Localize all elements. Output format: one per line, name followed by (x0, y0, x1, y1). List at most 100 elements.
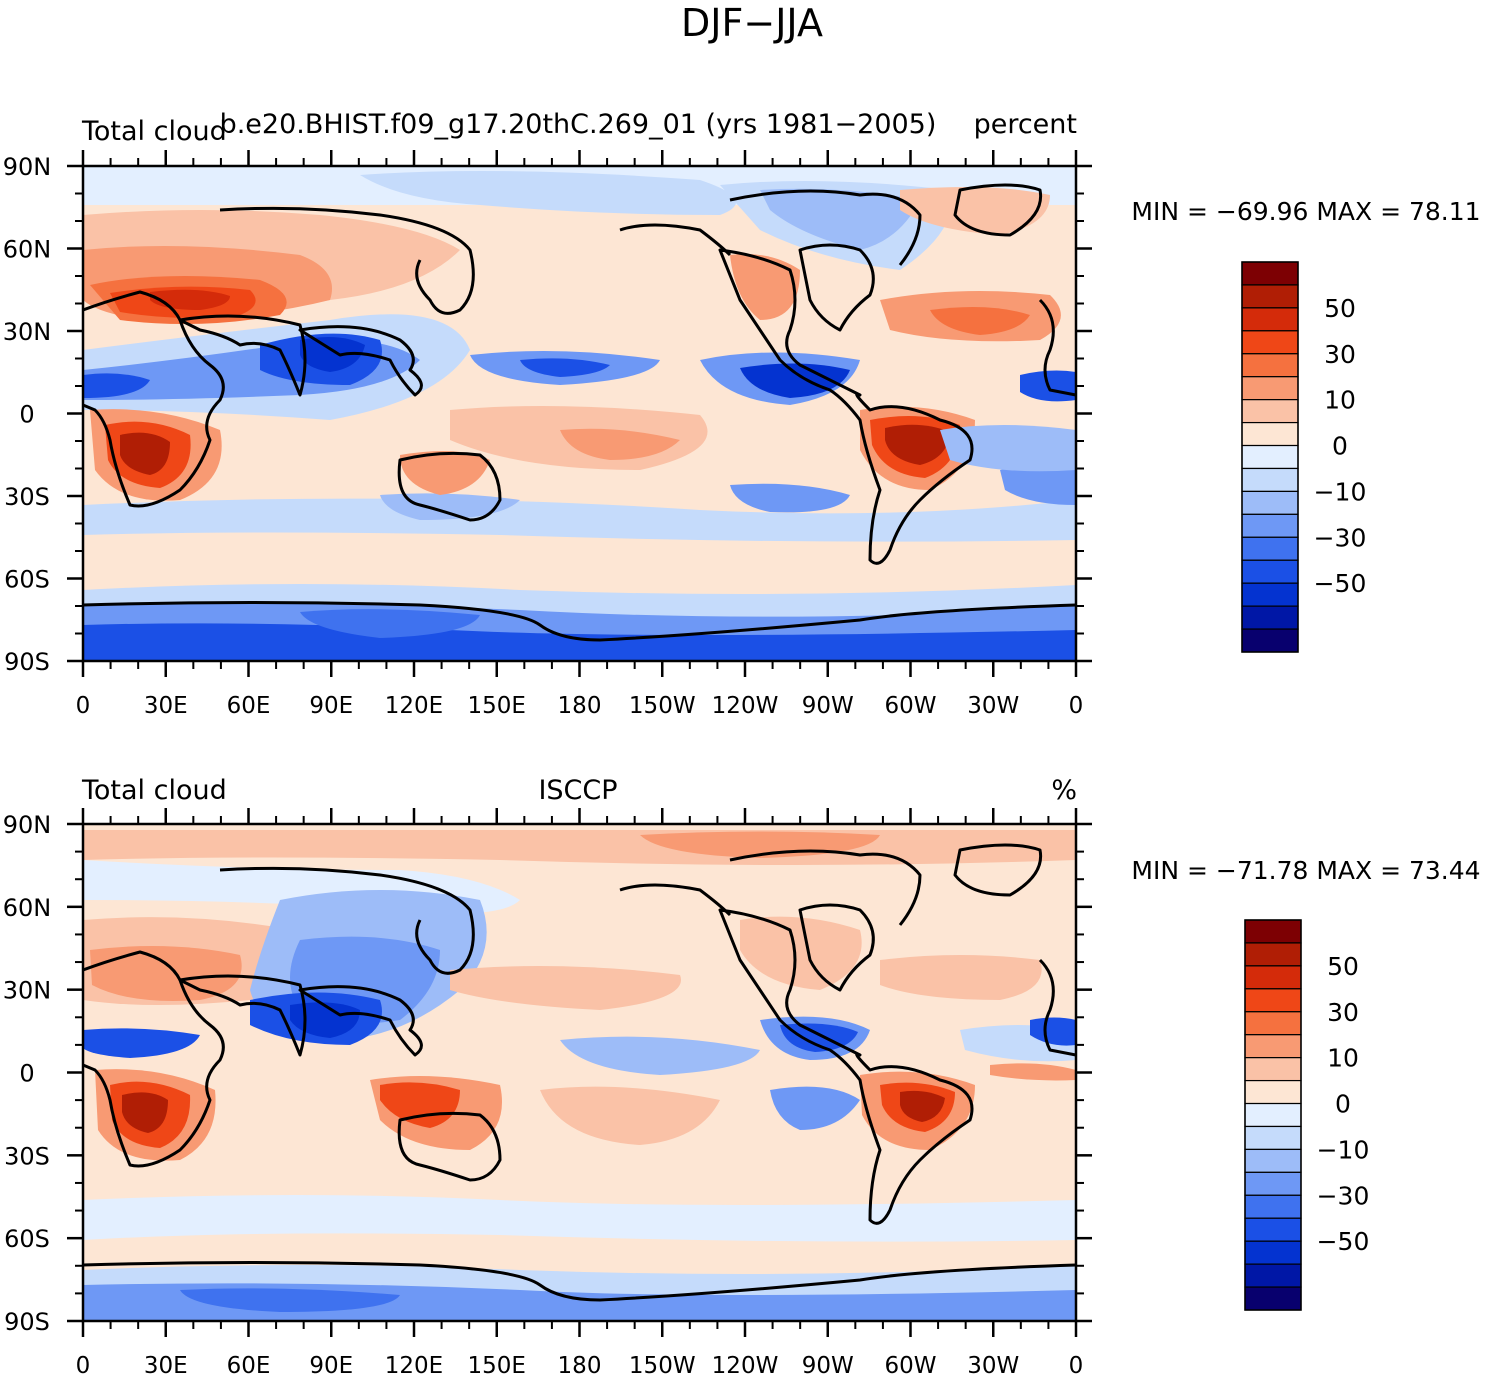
panel-isccp-colorbar-swatch (1244, 965, 1302, 990)
panel-model-lat-label: 60N (3, 236, 52, 264)
panel-model-colorbar-swatch (1241, 490, 1299, 515)
panel-model-lon-label: 120E (385, 693, 443, 719)
panel-model-lat-label: 0 (19, 401, 34, 429)
panel-isccp-lon-label: 60W (884, 1353, 936, 1376)
panel-model-colorbar-swatch (1241, 330, 1299, 355)
panel-model-lon-label: 150W (629, 693, 696, 719)
panel-isccp-lon-label: 0 (76, 1353, 91, 1376)
panel-model-colorbar-label: −30 (1314, 523, 1367, 552)
panel-model-lat-label: 90N (3, 153, 52, 181)
panel-model-lon-label: 120W (712, 693, 779, 719)
panel-isccp-colorbar-swatch (1244, 1125, 1302, 1151)
panel-model-lon-label: 90E (309, 693, 353, 719)
panel-isccp-right-title: % (1051, 775, 1077, 806)
panel-isccp-min-max: MIN = −71.78 MAX = 73.44 (1131, 856, 1480, 885)
panel-isccp-colorbar-outline (1244, 919, 1302, 1311)
panel-model-colorbar-swatch (1241, 582, 1299, 607)
panel-isccp-center-title: ISCCP (538, 775, 617, 806)
panel-model-colorbar-swatch (1241, 444, 1299, 470)
panel-model-colorbar-label: −10 (1314, 477, 1367, 506)
panel-isccp-colorbar-swatch (1244, 1057, 1302, 1082)
panel-isccp-lat-label: 30S (4, 1142, 50, 1170)
panel-isccp-lon-label: 0 (1069, 1353, 1084, 1376)
panel-isccp-colorbar-swatch (1244, 1102, 1302, 1128)
panel-model-coastlines (83, 183, 1076, 642)
panel-model-lon-label: 60W (884, 693, 936, 719)
panel-model-colorbar-swatch (1241, 376, 1299, 401)
panel-isccp-lon-label: 180 (558, 1353, 602, 1376)
panel-model-contour-map (83, 166, 1076, 661)
panel-model-colorbar: 50 30 10 0 −10 −30 −50 (1241, 261, 1367, 653)
panel-model-left-title: Total cloud (81, 116, 227, 147)
panel-isccp-colorbar-label: −10 (1317, 1135, 1370, 1164)
panel-model-lat-label: 90S (4, 648, 50, 676)
panel-isccp-left-title: Total cloud (81, 775, 227, 806)
panel-model-colorbar-swatch (1241, 628, 1299, 653)
panel-isccp-lon-label: 30W (967, 1353, 1019, 1376)
panel-model-colorbar-swatch (1241, 261, 1299, 286)
panel-model-colorbar-swatch (1241, 399, 1299, 424)
panel-isccp-colorbar-swatch (1244, 1217, 1302, 1242)
panel-isccp-coastlines (83, 843, 1076, 1302)
panel-isccp-colorbar: 50 30 10 0 −10 −30 −50 (1244, 919, 1370, 1311)
panel-model-lon-label: 60E (227, 693, 271, 719)
panel-isccp-lon-label: 90E (309, 1353, 353, 1376)
panel-isccp-colorbar-swatch (1244, 1171, 1302, 1196)
panel-isccp-lat-label: 60N (3, 894, 52, 922)
panel-isccp-colorbar-swatch (1244, 1079, 1302, 1105)
panel-model-colorbar-swatch (1241, 284, 1299, 309)
panel-model-colorbar-label: 50 (1324, 294, 1356, 323)
panel-isccp-lat-label: 0 (19, 1060, 34, 1088)
panel-isccp-lon-label: 150W (629, 1353, 696, 1376)
panel-isccp-contour-map (83, 824, 1076, 1321)
panel-isccp-colorbar-swatch (1244, 988, 1302, 1013)
panel-model-colorbar-label: −50 (1314, 569, 1367, 598)
panel-isccp-lon-label: 120W (712, 1353, 779, 1376)
panel-model-colorbar-swatch (1241, 467, 1299, 493)
panel-isccp-lon-label: 90W (802, 1353, 854, 1376)
panel-isccp-colorbar-swatch (1244, 1011, 1302, 1036)
panel-isccp-lat-label: 90S (4, 1308, 50, 1336)
panel-model-colorbar-label: 30 (1324, 340, 1356, 369)
panel-isccp-colorbar-swatch (1244, 1240, 1302, 1265)
panel-isccp-lat-label: 30N (3, 977, 52, 1005)
panel-isccp-colorbar-swatch (1244, 1286, 1302, 1311)
panel-model-lon-label: 0 (76, 693, 91, 719)
panel-model-colorbar-label: 0 (1332, 432, 1348, 461)
panel-isccp-colorbar-label: 10 (1327, 1044, 1359, 1073)
panel-isccp-colorbar-label: 50 (1327, 952, 1359, 981)
main-title: DJF−JJA (681, 1, 823, 45)
panel-isccp-colorbar-label: 30 (1327, 998, 1359, 1027)
panel-model-lat-label: 60S (4, 566, 50, 594)
panel-isccp-lon-label: 60E (227, 1353, 271, 1376)
panel-model-lon-label: 150E (468, 693, 526, 719)
panel-model-colorbar-swatch (1241, 307, 1299, 332)
panel-isccp-lon-label: 120E (385, 1353, 443, 1376)
panel-model-lon-label: 90W (802, 693, 854, 719)
panel-isccp-lon-label: 150E (468, 1353, 526, 1376)
panel-model-right-title: percent (974, 109, 1077, 140)
panel-isccp-colorbar-swatch (1244, 1194, 1302, 1219)
panel-model-axes: 90N 60N 30N 0 30S 60S 90S 0 30E 60E 90E 120E 150E 180… (3, 150, 1092, 719)
panel-isccp-lat-label: 60S (4, 1225, 50, 1253)
panel-isccp-colorbar-swatch (1244, 919, 1302, 944)
panel-isccp-colorbar-label: −30 (1317, 1181, 1370, 1210)
panel-isccp-colorbar-swatch (1244, 1148, 1302, 1173)
panel-model-colorbar-label: 10 (1324, 386, 1356, 415)
panel-model-colorbar-swatch (1241, 559, 1299, 584)
panel-isccp-lon-label: 30E (144, 1353, 188, 1376)
panel-model-lat-label: 30S (4, 483, 50, 511)
panel-isccp-colorbar-label: −50 (1317, 1227, 1370, 1256)
panel-model-lat-label: 30N (3, 318, 52, 346)
panel-model-colorbar-swatch (1241, 605, 1299, 630)
panel-model-min-max: MIN = −69.96 MAX = 78.11 (1131, 197, 1480, 226)
panel-model-lon-label: 30E (144, 693, 188, 719)
panel-model-lon-label: 180 (558, 693, 602, 719)
panel-isccp-colorbar-swatch (1244, 942, 1302, 967)
panel-model: Total cloud b.e20.BHIST.f09_g17.20thC.26… (3, 109, 1481, 719)
panel-model-colorbar-swatch (1241, 421, 1299, 447)
panel-model-colorbar-outline (1241, 261, 1299, 653)
panel-isccp-colorbar-swatch (1244, 1263, 1302, 1288)
panel-isccp-colorbar-label: 0 (1335, 1090, 1351, 1119)
